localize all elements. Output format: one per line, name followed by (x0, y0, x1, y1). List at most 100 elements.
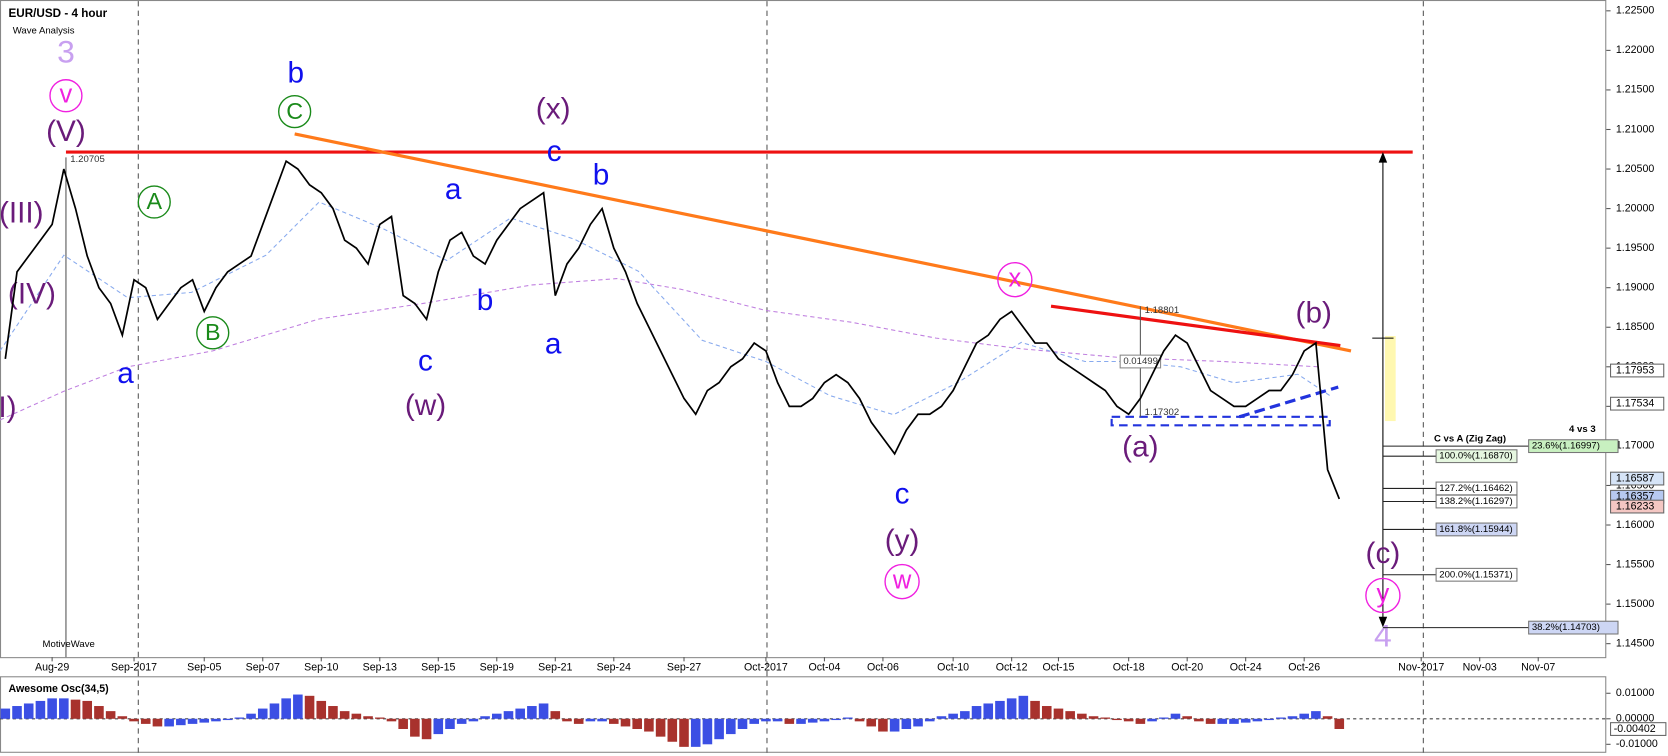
osc-bar (620, 718, 631, 727)
osc-bar (831, 718, 841, 721)
chart-subtitle: Wave Analysis (13, 25, 75, 36)
osc-bar (690, 718, 701, 747)
osc-bar (1217, 718, 1228, 724)
y-tick-label: 1.21500 (1616, 84, 1655, 96)
y-tick-label: 1.22000 (1616, 44, 1655, 56)
wave-label: (w) (405, 389, 446, 422)
osc-bar (117, 716, 128, 719)
wave-label: a (117, 357, 134, 390)
osc-bar (410, 718, 420, 737)
wave-label: (III) (0, 197, 44, 230)
fib-box (1435, 522, 1518, 537)
osc-bar (772, 718, 783, 722)
wave-label: (b) (1296, 297, 1332, 330)
y-tick-label: 1.19500 (1616, 242, 1655, 254)
wave-circle (884, 563, 920, 600)
x-tick-label: Oct-12 (996, 662, 1028, 674)
osc-bar (328, 706, 338, 719)
y-tick-label: 1.15500 (1616, 558, 1655, 570)
y-tick-label: 1.15000 (1616, 598, 1655, 610)
x-tick-label: Nov-03 (1463, 662, 1497, 674)
osc-bar (433, 718, 444, 735)
x-tick-label: Oct-24 (1230, 662, 1262, 674)
osc-bar (1147, 718, 1157, 722)
osc-bar (1322, 716, 1333, 719)
y-tick-label: 0.01000 (1616, 687, 1655, 699)
osc-bar (316, 700, 327, 719)
osc-bar (1112, 718, 1122, 721)
y-tick-label: 1.16000 (1616, 519, 1655, 531)
osc-bar (398, 718, 408, 729)
wave-label: c (418, 344, 433, 377)
wave-label: C (286, 98, 303, 124)
wave-label: a (445, 173, 462, 206)
osc-bar (995, 700, 1005, 719)
osc-bar (281, 698, 291, 719)
fib-box (1435, 494, 1518, 509)
osc-bar (1006, 698, 1017, 719)
osc-bar (176, 718, 186, 726)
osc-bar (702, 718, 713, 745)
osc-bar (363, 716, 373, 719)
wave-label: w (892, 566, 912, 594)
osc-bar (924, 718, 935, 722)
x-tick-label: Oct-26 (1288, 662, 1320, 674)
osc-bar (854, 718, 865, 722)
x-tick-label: Sep-10 (304, 662, 338, 674)
wave-label: A (146, 188, 162, 214)
plot-frame (0, 0, 1607, 659)
osc-bar (527, 706, 537, 719)
price-tag-label: -0.00402 (1614, 723, 1656, 735)
osc-bar (199, 718, 210, 723)
x-tick-label: Sep-2017 (111, 662, 157, 674)
osc-bar (632, 718, 642, 729)
osc-bar (913, 718, 923, 727)
osc-bar (644, 718, 654, 732)
x-tick-label: Oct-06 (867, 662, 899, 674)
wave-labels: 3 v (V) (III) (IV) I) a A B b C c (w) a … (0, 34, 1400, 654)
wave-circle (196, 316, 230, 350)
osc-bar (35, 700, 46, 719)
osc-bar (47, 698, 57, 719)
trend-line (1050, 304, 1341, 348)
price-tag (1610, 396, 1665, 411)
x-tick-label: Oct-04 (808, 662, 840, 674)
osc-bar (70, 699, 81, 719)
price-note: 1.17302 (1145, 407, 1180, 418)
osc-bar (480, 716, 490, 719)
osc-bar (1264, 718, 1274, 721)
osc-bar (386, 718, 397, 722)
wave-label: (x) (536, 92, 571, 125)
osc-bar (445, 718, 455, 729)
osc-bar (714, 718, 724, 740)
fib-title: C vs A (Zig Zag) (1434, 434, 1506, 445)
osc-bar (737, 718, 748, 729)
price-tag-label: 1.16233 (1616, 500, 1655, 512)
osc-bar (257, 708, 268, 719)
price-note: 1.20705 (70, 154, 105, 165)
osc-bar (983, 703, 994, 719)
wave-label: I) (0, 391, 17, 424)
osc-bar (843, 717, 853, 719)
x-tick-label: Oct-20 (1171, 662, 1203, 674)
x-tick-label: Aug-29 (35, 662, 69, 674)
osc-bar (971, 706, 982, 719)
price-line (4, 159, 1341, 500)
osc-bar (936, 716, 947, 719)
osc-bar (609, 718, 619, 724)
x-tick-label: Nov-07 (1521, 662, 1555, 674)
x-tick-label: Sep-21 (538, 662, 572, 674)
osc-bar (304, 695, 315, 719)
osc-bar (0, 708, 11, 719)
osc-bar (1158, 717, 1169, 719)
osc-bar (1041, 706, 1052, 719)
price-tag (1610, 722, 1667, 736)
osc-bar (784, 718, 795, 724)
osc-bar (503, 711, 514, 719)
moving-average (0, 278, 1320, 421)
wave-label: b (593, 158, 610, 191)
x-tick-label: Oct-2017 (744, 662, 788, 674)
osc-bar (351, 713, 362, 719)
osc-bar (960, 711, 970, 719)
